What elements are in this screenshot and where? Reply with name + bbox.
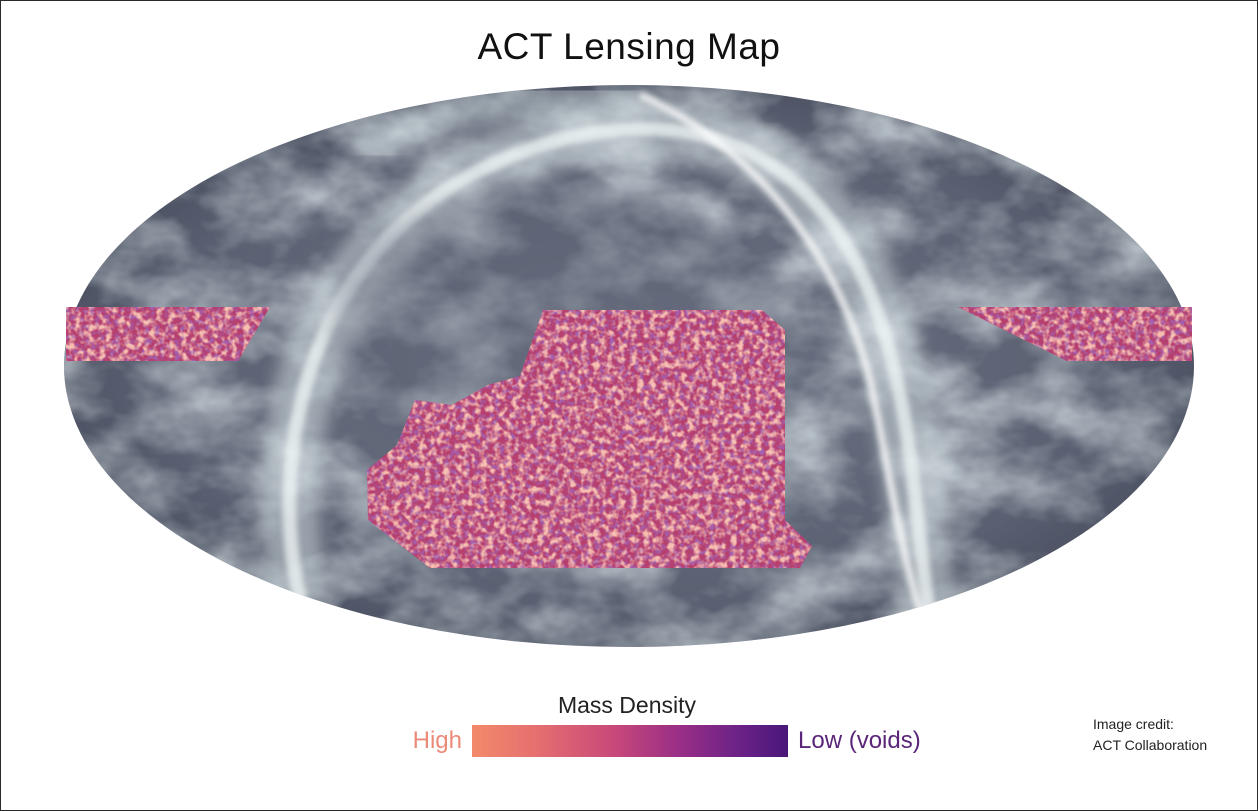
credit-line-2: ACT Collaboration [1093, 737, 1208, 753]
image-credit: Image credit: ACT Collaboration [1093, 714, 1207, 756]
legend-low-label: Low (voids) [798, 727, 921, 754]
credit-line-1: Image credit: [1093, 716, 1174, 732]
legend-high-label: High [412, 727, 462, 754]
legend-title: Mass Density [557, 692, 697, 718]
map-title: ACT Lensing Map [477, 26, 781, 67]
mass-density-colorbar [472, 725, 788, 757]
